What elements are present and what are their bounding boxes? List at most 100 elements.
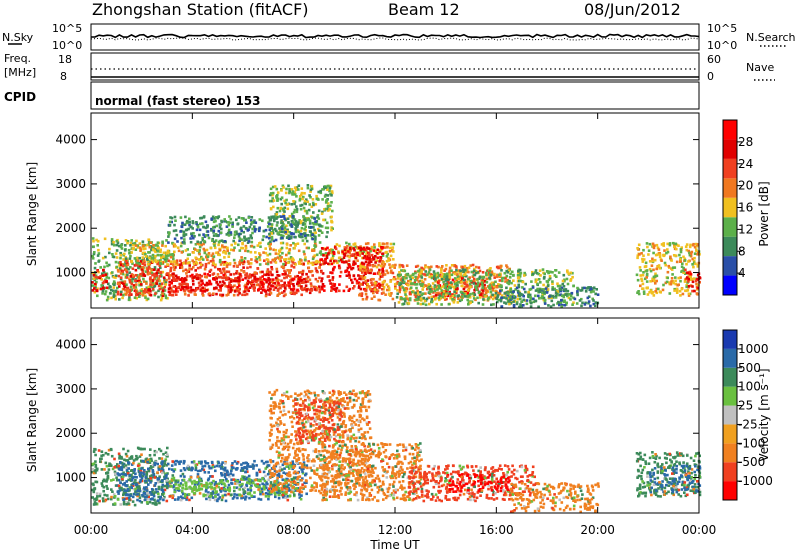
- heatmap-cell: [335, 290, 338, 293]
- heatmap-cell: [168, 233, 171, 236]
- heatmap-cell: [224, 494, 227, 497]
- heatmap-cell: [236, 286, 239, 289]
- heatmap-cell: [185, 272, 188, 275]
- heatmap-cell: [330, 229, 333, 232]
- heatmap-cell: [157, 477, 160, 480]
- heatmap-cell: [275, 213, 278, 216]
- heatmap-cell: [293, 193, 296, 196]
- heatmap-cell: [267, 289, 270, 292]
- heatmap-cell: [464, 269, 467, 272]
- heatmap-cell: [130, 486, 133, 489]
- heatmap-cell: [381, 247, 384, 250]
- heatmap-cell: [106, 276, 109, 279]
- heatmap-cell: [176, 279, 179, 282]
- heatmap-cell: [194, 293, 197, 296]
- heatmap-cell: [646, 246, 649, 249]
- heatmap-cell: [459, 270, 462, 273]
- heatmap-cell: [111, 271, 114, 274]
- heatmap-cell: [277, 256, 280, 259]
- heatmap-cell: [650, 270, 653, 273]
- heatmap-cell: [200, 263, 203, 266]
- heatmap-cell: [288, 188, 291, 191]
- heatmap-cell: [180, 289, 183, 292]
- heatmap-cell: [310, 226, 313, 229]
- heatmap-cell: [379, 273, 382, 276]
- heatmap-cell: [391, 265, 394, 268]
- heatmap-cell: [99, 460, 102, 463]
- heatmap-cell: [495, 292, 498, 295]
- heatmap-cell: [592, 299, 595, 302]
- heatmap-cell: [180, 245, 183, 248]
- heatmap-cell: [129, 292, 132, 295]
- heatmap-cell: [176, 262, 179, 265]
- heatmap-cell: [505, 270, 508, 273]
- heatmap-cell: [451, 264, 454, 267]
- heatmap-cell: [96, 270, 99, 273]
- heatmap-cell: [310, 289, 313, 292]
- heatmap-cell: [122, 265, 125, 268]
- heatmap-cell: [692, 281, 695, 284]
- heatmap-cell: [326, 222, 329, 225]
- heatmap-cell: [118, 453, 121, 456]
- heatmap-cell: [513, 305, 516, 308]
- heatmap-cell: [522, 304, 525, 307]
- heatmap-cell: [639, 285, 642, 288]
- heatmap-cell: [431, 277, 434, 280]
- heatmap-cell: [368, 261, 371, 264]
- heatmap-cell: [378, 269, 381, 272]
- heatmap-cell: [318, 291, 321, 294]
- heatmap-cell: [207, 471, 210, 474]
- heatmap-cell: [207, 283, 210, 286]
- heatmap-cell: [688, 285, 691, 288]
- heatmap-cell: [130, 457, 133, 460]
- heatmap-cell: [548, 295, 551, 298]
- heatmap-cell: [249, 226, 252, 229]
- heatmap-cell: [190, 286, 193, 289]
- heatmap-cell: [132, 278, 135, 281]
- heatmap-cell: [152, 288, 155, 291]
- heatmap-cell: [257, 288, 260, 291]
- heatmap-cell: [94, 283, 97, 286]
- heatmap-cell: [178, 286, 181, 289]
- heatmap-cell: [329, 205, 332, 208]
- heatmap-cell: [493, 276, 496, 279]
- heatmap-cell: [217, 498, 220, 501]
- heatmap-cell: [386, 242, 389, 245]
- heatmap-cell: [134, 504, 137, 507]
- heatmap-cell: [242, 469, 245, 472]
- heatmap-cell: [239, 237, 242, 240]
- heatmap-cell: [222, 280, 225, 283]
- heatmap-cell: [149, 448, 152, 451]
- heatmap-cell: [259, 471, 262, 474]
- heatmap-cell: [235, 219, 238, 222]
- heatmap-cell: [135, 283, 138, 286]
- heatmap-cell: [410, 286, 413, 289]
- heatmap-cell: [351, 253, 354, 256]
- heatmap-cell: [267, 268, 270, 271]
- heatmap-cell: [114, 473, 117, 476]
- heatmap-cell: [592, 290, 595, 293]
- heatmap-cell: [300, 494, 303, 497]
- heatmap-cell: [639, 274, 642, 277]
- heatmap-cell: [331, 190, 334, 193]
- heatmap-cell: [523, 274, 526, 277]
- heatmap-cell: [192, 283, 195, 286]
- heatmap-cell: [265, 461, 268, 464]
- heatmap-cell: [135, 240, 138, 243]
- heatmap-cell: [512, 291, 515, 294]
- heatmap-cell: [485, 273, 488, 276]
- heatmap-cell: [312, 211, 315, 214]
- heatmap-cell: [636, 274, 639, 277]
- heatmap-cell: [429, 288, 432, 291]
- heatmap-cell: [105, 281, 108, 284]
- heatmap-cell: [312, 204, 315, 207]
- heatmap-cell: [150, 477, 153, 480]
- heatmap-cell: [203, 273, 206, 276]
- heatmap-cell: [308, 209, 311, 212]
- heatmap-cell: [208, 252, 211, 255]
- heatmap-cell: [569, 298, 572, 301]
- heatmap-cell: [305, 493, 308, 496]
- heatmap-cell: [95, 499, 98, 502]
- heatmap-cell: [208, 237, 211, 240]
